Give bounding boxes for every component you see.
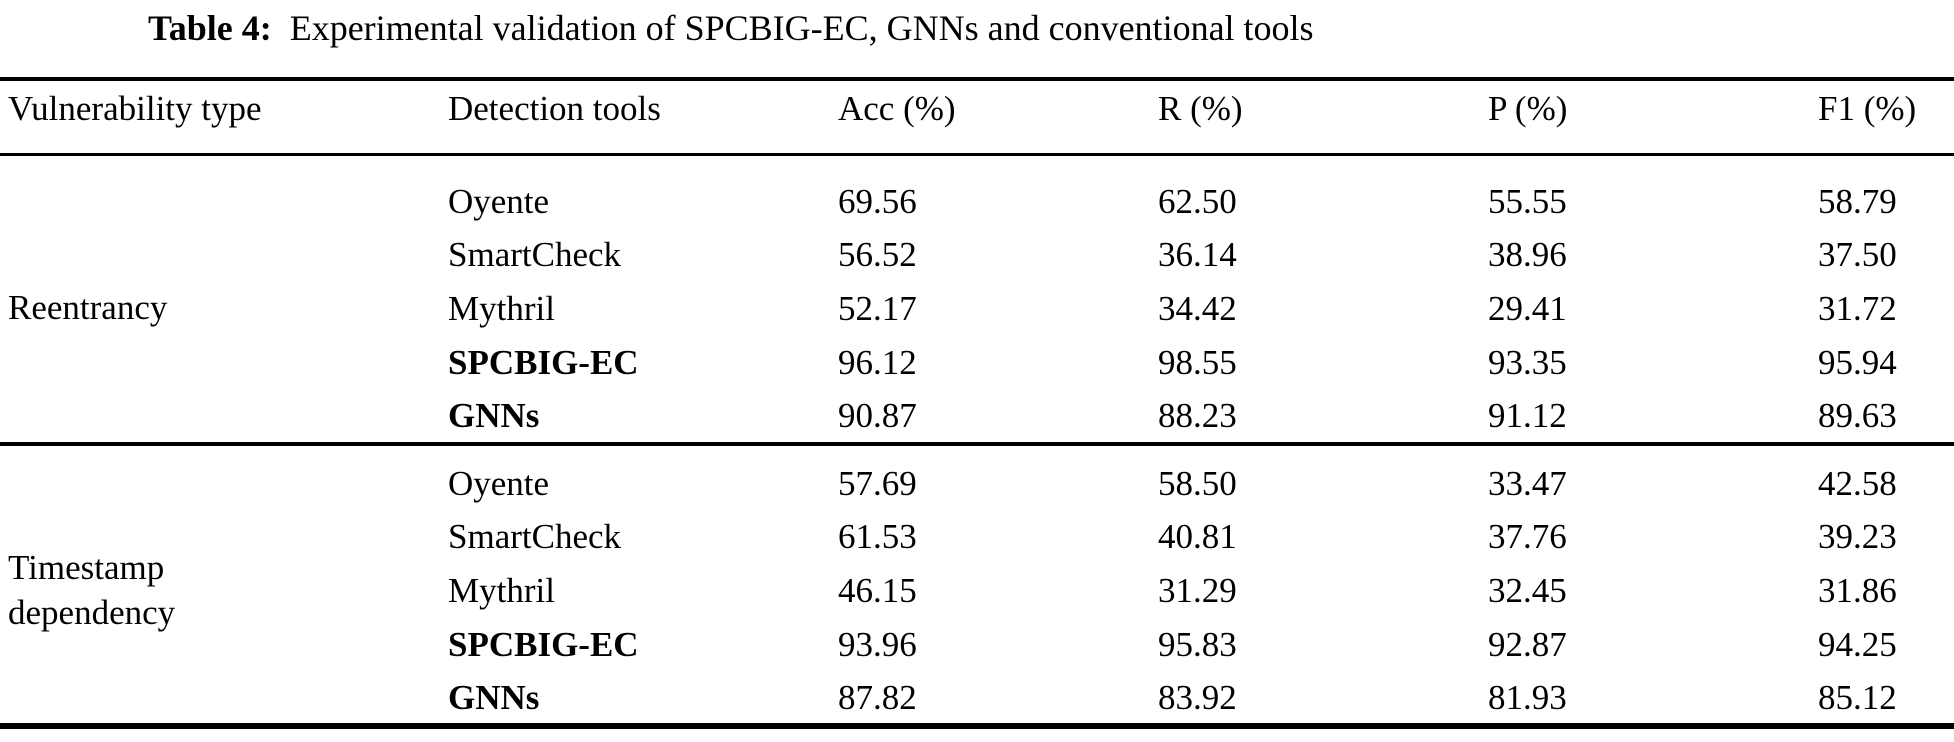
cell-p: 32.45 xyxy=(1488,571,1567,610)
cell-f1: 94.25 xyxy=(1818,625,1897,664)
results-table: Vulnerability type Detection tools Acc (… xyxy=(0,77,1954,729)
table-caption: Table 4: Experimental validation of SPCBI… xyxy=(148,6,1954,50)
col-header-vulnerability-type: Vulnerability type xyxy=(8,89,262,128)
cell-p: 33.47 xyxy=(1488,464,1567,503)
cell-acc: 87.82 xyxy=(838,677,917,717)
table-header: Vulnerability type Detection tools Acc (… xyxy=(0,79,1954,154)
cell-acc: 90.87 xyxy=(838,396,917,435)
cell-p: 37.76 xyxy=(1488,517,1567,556)
cell-tool: Mythril xyxy=(448,571,555,610)
cell-p: 55.55 xyxy=(1488,181,1567,221)
cell-p: 93.35 xyxy=(1488,343,1567,382)
cell-tool: GNNs xyxy=(448,677,540,717)
vulnerability-type-label: Reentrancy xyxy=(8,288,168,328)
table-caption-label: Table 4: xyxy=(148,8,272,48)
cell-r: 36.14 xyxy=(1158,235,1237,274)
vulnerability-type-label: Timestamp dependency xyxy=(8,547,176,632)
cell-f1: 89.63 xyxy=(1818,396,1897,435)
cell-f1: 37.50 xyxy=(1818,235,1897,274)
cell-f1: 31.72 xyxy=(1818,289,1897,328)
table-row: SmartCheck 61.53 40.81 37.76 39.23 xyxy=(0,510,1954,564)
table-row: Mythril 52.17 34.42 29.41 31.72 xyxy=(0,282,1954,336)
cell-tool: SmartCheck xyxy=(448,235,622,274)
table-row: SmartCheck 56.52 36.14 38.96 37.50 xyxy=(0,228,1954,282)
cell-acc: 61.53 xyxy=(838,517,917,556)
cell-acc: 96.12 xyxy=(838,343,917,382)
col-header-acc: Acc (%) xyxy=(838,89,956,128)
cell-acc: 69.56 xyxy=(838,181,917,221)
cell-r: 95.83 xyxy=(1158,625,1237,664)
table-row: Timestamp dependency Oyente 57.69 58.50 … xyxy=(0,444,1954,632)
cell-tool: SmartCheck xyxy=(448,517,622,556)
cell-acc: 56.52 xyxy=(838,235,917,274)
cell-acc: 52.17 xyxy=(838,289,917,328)
cell-p: 29.41 xyxy=(1488,289,1567,328)
col-header-detection-tools: Detection tools xyxy=(448,89,661,128)
cell-f1: 95.94 xyxy=(1818,343,1897,382)
cell-tool: SPCBIG-EC xyxy=(448,343,639,382)
cell-f1: 58.79 xyxy=(1818,181,1897,221)
header-row: Vulnerability type Detection tools Acc (… xyxy=(0,79,1954,154)
table-row: Mythril 46.15 31.29 32.45 31.86 xyxy=(0,564,1954,618)
cell-tool: GNNs xyxy=(448,396,540,435)
cell-tool: Oyente xyxy=(448,464,550,503)
table-row: GNNs 87.82 83.92 81.93 85.12 xyxy=(0,672,1954,726)
cell-r: 83.92 xyxy=(1158,677,1237,717)
cell-r: 58.50 xyxy=(1158,464,1237,503)
cell-acc: 46.15 xyxy=(838,571,917,610)
group-reentrancy: Reentrancy Oyente 69.56 62.50 55.55 58.7… xyxy=(0,154,1954,444)
cell-tool: Mythril xyxy=(448,289,555,328)
table-row: GNNs 90.87 88.23 91.12 89.63 xyxy=(0,390,1954,444)
cell-p: 91.12 xyxy=(1488,396,1567,435)
cell-tool: Oyente xyxy=(448,181,550,221)
cell-r: 88.23 xyxy=(1158,396,1237,435)
table-row: SPCBIG-EC 96.12 98.55 93.35 95.94 xyxy=(0,336,1954,390)
cell-acc: 93.96 xyxy=(838,625,917,664)
table-row: SPCBIG-EC 93.96 95.83 92.87 94.25 xyxy=(0,618,1954,672)
cell-f1: 31.86 xyxy=(1818,571,1897,610)
cell-acc: 57.69 xyxy=(838,464,917,503)
cell-r: 34.42 xyxy=(1158,289,1237,328)
cell-p: 81.93 xyxy=(1488,677,1567,717)
cell-r: 31.29 xyxy=(1158,571,1237,610)
cell-p: 92.87 xyxy=(1488,625,1567,664)
cell-f1: 39.23 xyxy=(1818,517,1897,556)
cell-r: 62.50 xyxy=(1158,181,1237,221)
table-caption-text: Experimental validation of SPCBIG-EC, GN… xyxy=(289,8,1314,48)
cell-tool: SPCBIG-EC xyxy=(448,625,639,664)
cell-r: 40.81 xyxy=(1158,517,1237,556)
cell-p: 38.96 xyxy=(1488,235,1567,274)
col-header-p: P (%) xyxy=(1488,89,1568,128)
group-timestamp-dependency: Timestamp dependency Oyente 57.69 58.50 … xyxy=(0,444,1954,726)
table-row: Reentrancy Oyente 69.56 62.50 55.55 58.7… xyxy=(0,154,1954,328)
cell-f1: 85.12 xyxy=(1818,677,1897,717)
col-header-r: R (%) xyxy=(1158,89,1243,128)
cell-r: 98.55 xyxy=(1158,343,1237,382)
cell-f1: 42.58 xyxy=(1818,464,1897,503)
col-header-f1: F1 (%) xyxy=(1818,89,1917,128)
